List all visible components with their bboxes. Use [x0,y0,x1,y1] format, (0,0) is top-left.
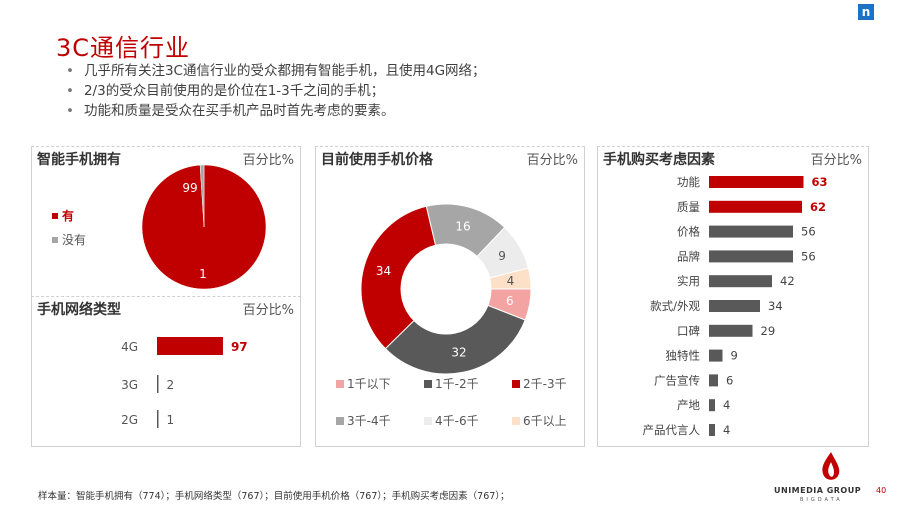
page-title: 3C通信行业 [56,34,191,62]
legend-label: 3千-4千 [347,414,391,428]
panel-title: 智能手机拥有 [37,152,121,168]
panel-purchase-factors: 手机购买考虑因素 百分比% 功能 63 质量 62 价格 56 品牌 56 实用 42 款式/外观 3… [597,146,869,447]
data-label: 9 [731,349,738,363]
tick-label: 功能 [677,175,700,189]
data-label: 4 [507,274,515,288]
bar [709,300,760,312]
tick-label: 品牌 [677,249,700,263]
tick-label: 价格 [677,225,700,239]
tick-label: 独特性 [666,349,701,363]
tick-label: 产地 [677,398,700,412]
legend-swatch [424,380,432,388]
data-label: 34 [376,264,391,278]
bar [709,374,718,387]
bar [709,324,753,337]
legend-swatch [512,380,520,388]
unit-label: 百分比% [810,153,862,168]
bar [157,410,159,428]
flame-logo-icon [822,452,840,480]
legend-label: 2千-3千 [523,377,567,391]
donut-slice [360,205,437,350]
bar [709,176,804,188]
tick-label: 口碑 [677,324,700,338]
bar [709,275,772,288]
brand-name: UNIMEDIA GROUP [774,486,862,495]
data-label: 9 [498,249,506,263]
unit-label: 百分比% [242,303,294,318]
data-label: 1 [167,413,175,427]
legend-swatch [336,417,344,425]
data-label: 6 [506,294,514,308]
bar [709,200,802,213]
data-label: 29 [761,324,776,338]
panel-title: 手机购买考虑因素 [603,152,715,168]
brand-sub: BIGDATA [800,497,843,503]
data-label: 42 [780,274,795,288]
price-donut-chart: 6 32 34 16 94 1千以下 1千-2千 2千-3千 3千-4千 4千-6千 6千以上 [336,203,567,428]
data-label: 1 [199,267,207,281]
data-label: 56 [801,249,816,263]
legend-label: 6千以上 [523,414,567,428]
bullet-item: 几乎所有关注3C通信行业的受众都拥有智能手机，且使用4G网络； [66,61,486,81]
legend-swatch [336,380,344,388]
data-label: 97 [231,340,248,354]
bar [709,250,793,263]
panel-phone-ownership: 智能手机拥有 百分比% 99 1 有没有 [31,146,301,297]
data-label: 63 [812,175,828,189]
panel-phone-price: 目前使用手机价格 百分比% 6 32 34 16 9 4 1千以下 1千-2千 2千-3千 3千-… [315,146,585,447]
tick-label: 3G [121,378,138,392]
bar [709,225,793,238]
tick-label: 质量 [677,200,700,214]
tick-label: 产品代言人 [643,423,701,437]
data-label: 99 [182,181,197,195]
pie-slice [199,164,205,228]
data-label: 2 [167,378,175,392]
bullet-item: 2/3的受众目前使用的是价位在1-3千之间的手机； [66,81,486,101]
legend-swatch [512,417,520,425]
legend-label: 1千-2千 [435,377,479,391]
bar [709,399,715,412]
tick-label: 实用 [677,274,700,288]
page-number: 40 [876,486,887,495]
bullet-item: 功能和质量是受众在买手机产品时首先考虑的要素。 [66,101,486,121]
tick-label: 2G [121,413,138,427]
panel-title: 手机网络类型 [37,302,121,318]
bar [709,349,723,362]
legend-swatch [52,237,58,243]
legend-label: 1千以下 [347,377,391,391]
data-label: 6 [726,373,733,387]
bar [709,424,715,436]
legend-label: 4千-6千 [435,414,479,428]
data-label: 4 [723,398,730,412]
factors-bar-chart: 功能 63 质量 62 价格 56 品牌 56 实用 42 款式/外观 34 口碑 29 独特性 9 广告宣传 6… [643,175,828,437]
sample-size-note: 样本量：智能手机拥有（774）；手机网络类型（767）；目前使用手机价格（767… [38,491,510,502]
tick-label: 款式/外观 [650,299,700,313]
legend-swatch [52,213,58,219]
summary-bullets: 几乎所有关注3C通信行业的受众都拥有智能手机，且使用4G网络； 2/3的受众目前… [66,61,486,121]
network-bar-chart: 4G 97 3G 2 2G 1 [121,337,248,428]
data-label: 62 [810,200,826,214]
data-label: 32 [451,346,466,360]
donut-slice [489,267,532,290]
unit-label: 百分比% [242,153,294,168]
bar [157,375,159,393]
data-label: 4 [723,423,730,437]
data-label: 56 [801,225,816,239]
ownership-pie-chart: 99 1 有没有 [52,164,267,290]
data-label: 34 [768,299,783,313]
unit-label: 百分比% [526,153,578,168]
legend-label: 没有 [62,232,86,247]
donut-slice [384,304,526,375]
tick-label: 4G [121,340,138,354]
legend-label: 有 [62,208,74,223]
panel-title: 目前使用手机价格 [321,152,433,168]
tick-label: 广告宣传 [654,373,700,387]
panel-network-type: 手机网络类型 百分比% 4G 97 3G 2 2G 1 [31,296,301,447]
brand-logo-icon: n [858,4,874,20]
data-label: 16 [455,219,470,233]
bar [157,337,223,355]
legend-swatch [424,417,432,425]
